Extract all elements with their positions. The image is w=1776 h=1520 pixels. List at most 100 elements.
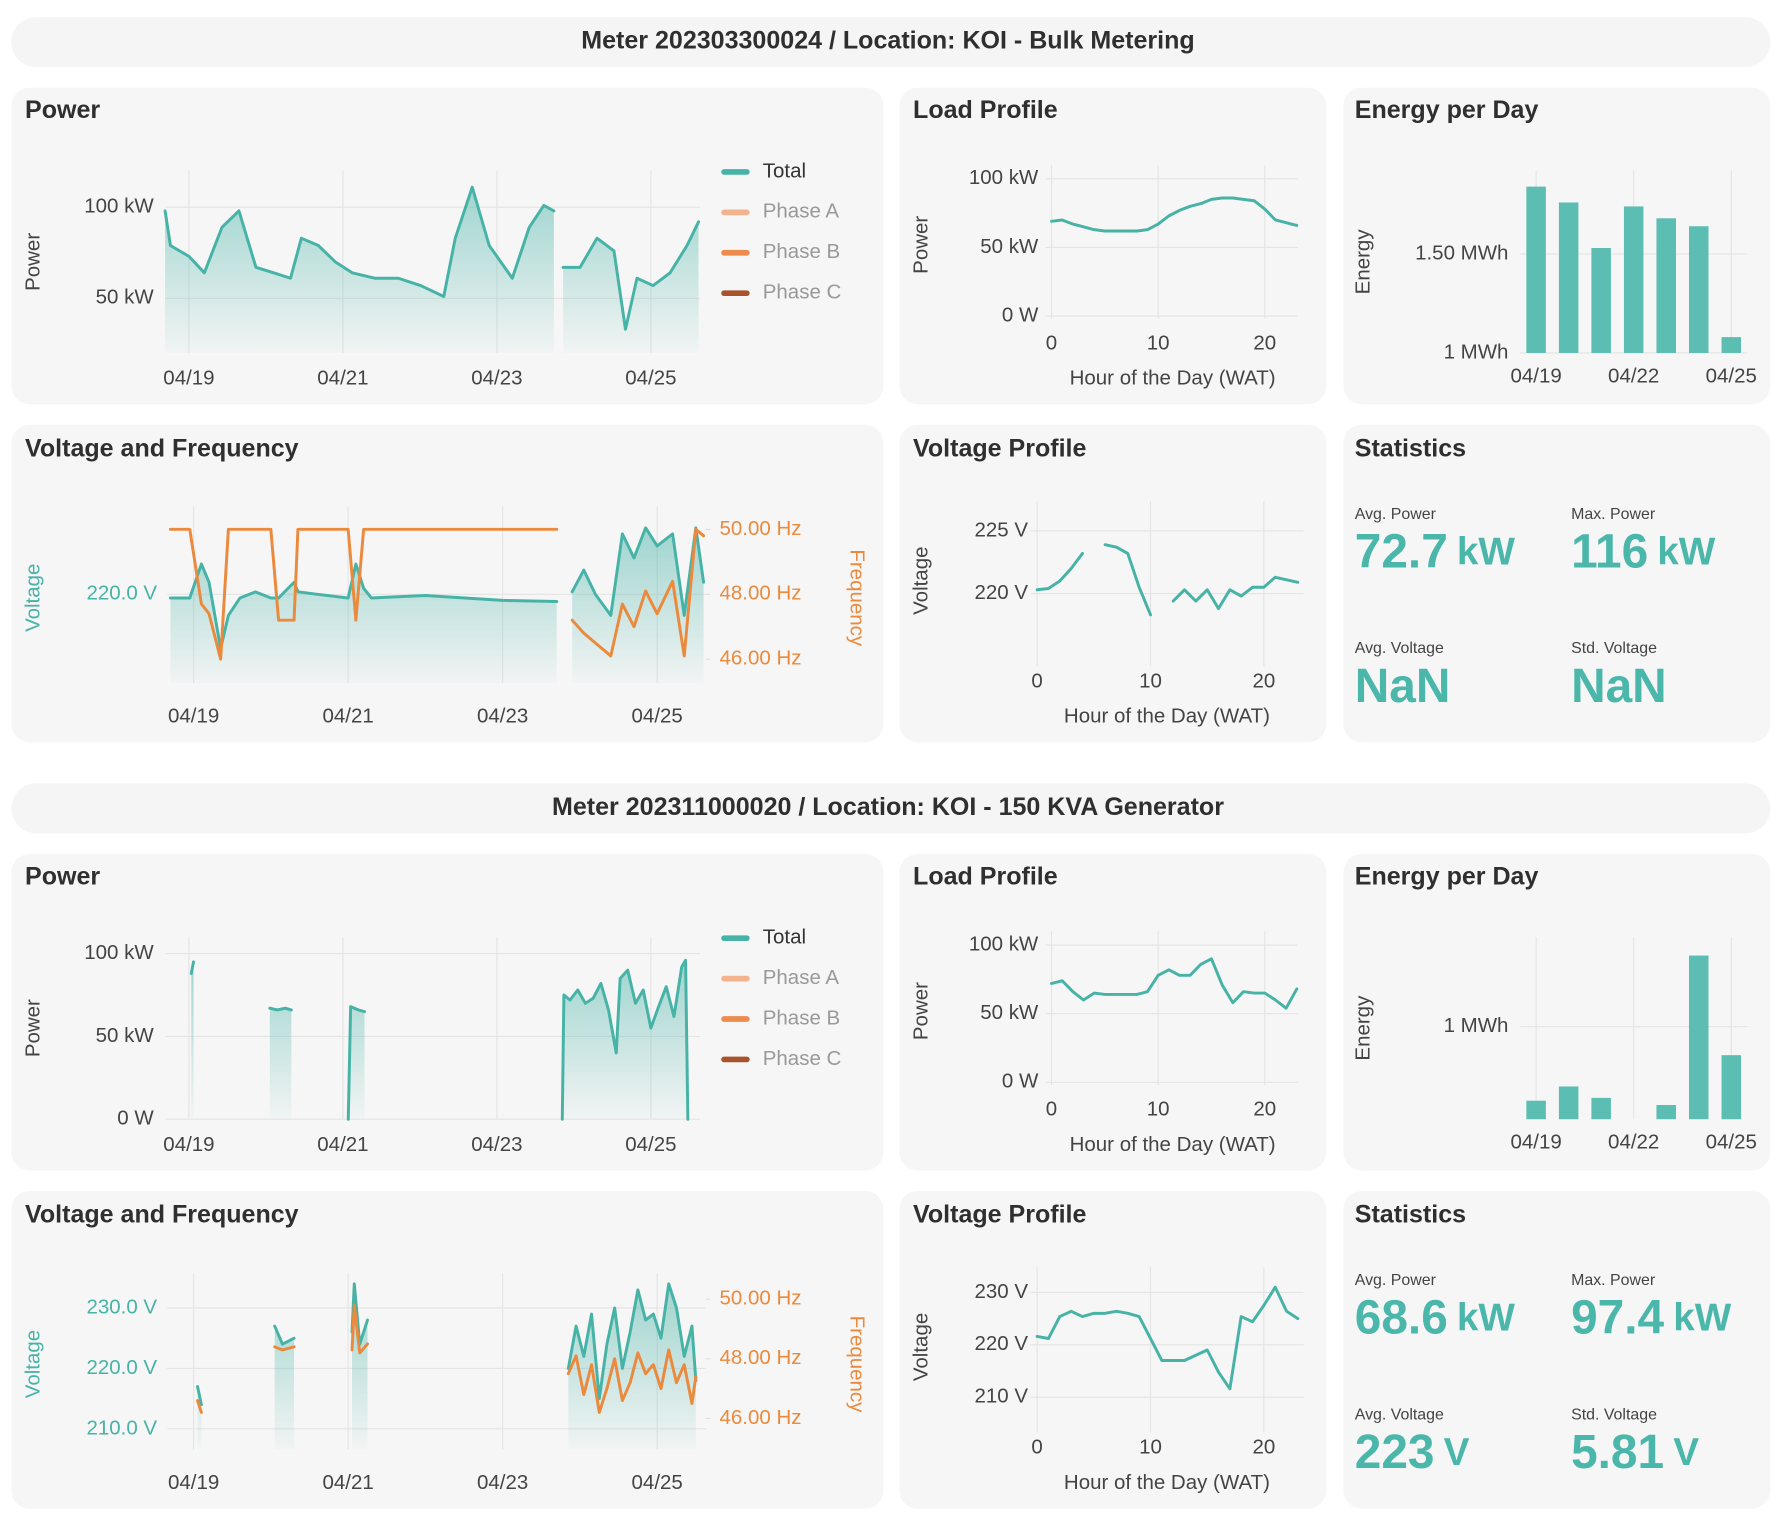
y-tick-label: 50 kW <box>980 1001 1039 1024</box>
y2-tick-label: 46.00 Hz <box>720 647 802 670</box>
y-axis-label: Energy <box>1351 995 1374 1061</box>
x-tick-label: 04/25 <box>632 705 683 728</box>
y-axis-label: Power <box>22 999 45 1057</box>
stat-unit: kW <box>1673 1297 1732 1340</box>
legend-label: Phase B <box>763 1006 840 1029</box>
x-tick-label: 0 <box>1046 1098 1057 1121</box>
stat-value: NaN <box>1355 659 1451 712</box>
y2-tick-label: 48.00 Hz <box>720 1346 802 1369</box>
x-tick-label: 20 <box>1252 1436 1275 1459</box>
x-tick-label: 04/19 <box>163 1133 214 1156</box>
x-tick-label: 04/19 <box>1510 364 1561 387</box>
panel-title: Load Profile <box>913 96 1058 124</box>
y-tick-label: 210 V <box>974 1385 1028 1408</box>
series-line <box>163 185 701 331</box>
y-tick-label: 50 kW <box>96 286 155 309</box>
stat-unit: kW <box>1657 531 1716 574</box>
x-tick-label: 04/23 <box>471 367 522 390</box>
y-tick-label: 230 V <box>974 1280 1028 1303</box>
x-tick-label: 04/22 <box>1608 1131 1659 1154</box>
y-axis-label: Energy <box>1351 229 1374 295</box>
stat-label: Std. Voltage <box>1571 640 1657 657</box>
stat-number: 116 <box>1571 525 1648 578</box>
stat-value: 116 kW <box>1571 525 1716 578</box>
meter-section: Meter 202303300024 / Location: KOI - Bul… <box>11 17 1771 743</box>
y-tick-label: 230.0 V <box>86 1295 157 1318</box>
stat-value: 97.4 kW <box>1571 1291 1732 1344</box>
legend-label: Total <box>763 159 806 182</box>
stat-number: 223 <box>1355 1426 1435 1479</box>
x-tick-label: 04/25 <box>632 1471 683 1494</box>
panel <box>899 853 1327 1171</box>
panel-title: Voltage and Frequency <box>25 434 299 462</box>
stat-value: NaN <box>1571 659 1667 712</box>
y-axis-label: Power <box>910 982 933 1040</box>
bar <box>1591 1097 1611 1120</box>
series-line <box>1035 543 1300 617</box>
y-tick-label: 100 kW <box>84 941 154 964</box>
y-tick-label: 220 V <box>974 1332 1028 1355</box>
legend-label: Phase A <box>763 200 840 223</box>
y-tick-label: 210.0 V <box>86 1416 157 1439</box>
stat-number: 5.81 <box>1571 1426 1664 1479</box>
panel <box>899 424 1327 743</box>
legend-label: Phase C <box>763 281 842 304</box>
y-axis-label: Power <box>910 216 933 274</box>
stat-number: 97.4 <box>1571 1291 1664 1344</box>
bar <box>1656 218 1676 353</box>
x-tick-label: 04/25 <box>625 367 676 390</box>
stat-value: 68.6 kW <box>1355 1291 1516 1344</box>
stat-unit: V <box>1444 1431 1470 1474</box>
area-fill <box>188 1283 696 1450</box>
y-axis-label: Voltage <box>22 1330 45 1398</box>
y-tick-label: 220 V <box>974 581 1028 604</box>
panel-title: Voltage Profile <box>913 1201 1086 1229</box>
x-tick-label: 04/19 <box>168 1471 219 1494</box>
meter-title: Meter 202303300024 / Location: KOI - Bul… <box>581 27 1194 55</box>
x-tick-label: 10 <box>1139 669 1162 692</box>
y-tick-label: 100 kW <box>84 195 154 218</box>
stat-label: Max. Power <box>1571 506 1656 523</box>
y2-tick-label: 46.00 Hz <box>720 1406 802 1429</box>
y-axis-label: Voltage <box>22 564 45 632</box>
x-axis-label: Hour of the Day (WAT) <box>1070 367 1276 390</box>
bar <box>1526 186 1546 353</box>
x-tick-label: 20 <box>1253 1098 1276 1121</box>
stat-label: Avg. Voltage <box>1355 640 1444 657</box>
x-tick-label: 10 <box>1139 1436 1162 1459</box>
x-tick-label: 04/19 <box>1510 1131 1561 1154</box>
y-tick-label: 1 MWh <box>1444 340 1509 363</box>
stat-number: 72.7 <box>1355 525 1448 578</box>
y2-tick-label: 48.00 Hz <box>720 582 802 605</box>
legend-label: Total <box>763 926 806 949</box>
x-tick-label: 0 <box>1031 1436 1042 1459</box>
stat-unit: V <box>1673 1431 1699 1474</box>
area-fill <box>182 960 688 1120</box>
y2-tick-label: 50.00 Hz <box>720 517 802 540</box>
stat-label: Avg. Power <box>1355 1272 1437 1289</box>
stat-value: 5.81 V <box>1571 1426 1699 1479</box>
panel <box>11 87 884 405</box>
y-tick-label: 1.50 MWh <box>1415 241 1508 264</box>
y-tick-label: 50 kW <box>96 1024 155 1047</box>
y-tick-label: 1 MWh <box>1444 1014 1509 1037</box>
x-axis-label: Hour of the Day (WAT) <box>1070 1133 1276 1156</box>
panel-title: Voltage and Frequency <box>25 1201 299 1229</box>
y2-axis-label: Frequency <box>846 1316 869 1414</box>
y-tick-label: 100 kW <box>969 166 1039 189</box>
series-line <box>1050 196 1299 233</box>
x-tick-label: 04/23 <box>477 705 528 728</box>
panel-title: Energy per Day <box>1355 96 1539 124</box>
stat-number: NaN <box>1355 659 1451 712</box>
bar <box>1558 202 1579 353</box>
meter-header <box>11 783 1771 834</box>
panel-title: Statistics <box>1355 1201 1466 1229</box>
x-tick-label: 10 <box>1147 331 1170 354</box>
panel <box>1343 1190 1771 1509</box>
panel <box>1343 853 1771 1171</box>
meter-title: Meter 202311000020 / Location: KOI - 150… <box>552 793 1224 821</box>
stat-label: Avg. Power <box>1355 506 1437 523</box>
y2-axis-label: Frequency <box>846 549 869 647</box>
x-tick-label: 04/22 <box>1608 364 1659 387</box>
x-tick-label: 04/19 <box>163 367 214 390</box>
